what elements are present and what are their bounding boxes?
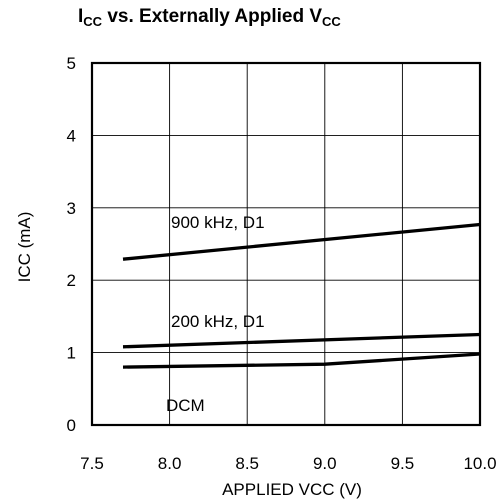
y-tick-labels: 0 1 2 3 4 5 — [67, 54, 76, 435]
series-line — [122, 332, 481, 349]
x-tick-label: 8.5 — [235, 454, 259, 473]
y-tick-label: 2 — [67, 271, 76, 290]
y-tick-label: 5 — [67, 54, 76, 73]
y-tick-label: 4 — [67, 126, 76, 145]
series-line — [122, 352, 481, 369]
y-tick-label: 0 — [67, 416, 76, 435]
x-tick-labels: 7.5 8.0 8.5 9.0 9.5 10.0 — [80, 454, 496, 473]
x-tick-label: 7.5 — [80, 454, 104, 473]
x-tick-label: 9.5 — [391, 454, 415, 473]
series-labels: 900 kHz, D1 200 kHz, D1 DCM — [166, 213, 265, 415]
x-tick-label: 8.0 — [158, 454, 182, 473]
plot-frame — [90, 61, 482, 427]
x-tick-label: 9.0 — [313, 454, 337, 473]
chart-title: ICC vs. Externally Applied VCC — [78, 6, 341, 29]
grid — [92, 63, 480, 425]
series-lines — [122, 222, 481, 369]
series-label: 200 kHz, D1 — [171, 312, 265, 331]
series-line — [122, 222, 481, 261]
x-tick-label: 10.0 — [463, 454, 496, 473]
series-label: 900 kHz, D1 — [171, 213, 265, 232]
y-axis-label: ICC (mA) — [15, 212, 34, 283]
series-label: DCM — [166, 396, 205, 415]
x-axis-label: APPLIED VCC (V) — [222, 480, 362, 499]
y-tick-label: 3 — [67, 199, 76, 218]
y-tick-label: 1 — [67, 344, 76, 363]
